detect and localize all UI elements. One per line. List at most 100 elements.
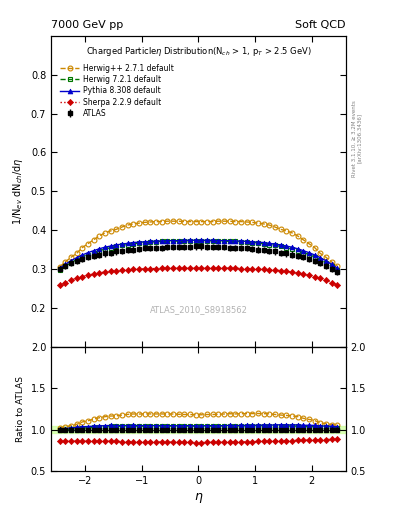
Sherpa 2.2.9 default bbox=[86, 272, 90, 279]
Herwig 7.2.1 default bbox=[216, 238, 220, 244]
Sherpa 2.2.9 default bbox=[199, 265, 204, 271]
Pythia 8.308 default bbox=[318, 254, 323, 261]
Sherpa 2.2.9 default bbox=[171, 265, 175, 271]
Pythia 8.308 default bbox=[205, 237, 209, 243]
Sherpa 2.2.9 default bbox=[329, 280, 334, 286]
Pythia 8.308 default bbox=[301, 248, 306, 254]
Pythia 8.308 default bbox=[97, 246, 102, 252]
Pythia 8.308 default bbox=[222, 238, 226, 244]
Sherpa 2.2.9 default bbox=[74, 275, 79, 282]
Pythia 8.308 default bbox=[329, 261, 334, 267]
Herwig 7.2.1 default bbox=[329, 263, 334, 269]
Pythia 8.308 default bbox=[125, 240, 130, 246]
Herwig++ 2.7.1 default bbox=[142, 219, 147, 225]
Sherpa 2.2.9 default bbox=[165, 265, 170, 271]
Herwig++ 2.7.1 default bbox=[86, 241, 90, 247]
Herwig 7.2.1 default bbox=[114, 243, 119, 249]
Pythia 8.308 default bbox=[159, 238, 164, 244]
Herwig 7.2.1 default bbox=[278, 243, 283, 249]
Herwig++ 2.7.1 default bbox=[205, 219, 209, 225]
Sherpa 2.2.9 default bbox=[239, 266, 243, 272]
Pythia 8.308 default bbox=[199, 237, 204, 243]
Sherpa 2.2.9 default bbox=[187, 265, 192, 271]
Herwig++ 2.7.1 default bbox=[114, 226, 119, 232]
Y-axis label: Ratio to ATLAS: Ratio to ATLAS bbox=[16, 376, 25, 442]
Herwig++ 2.7.1 default bbox=[171, 218, 175, 224]
Sherpa 2.2.9 default bbox=[176, 265, 181, 271]
Pythia 8.308 default bbox=[267, 240, 272, 246]
Pythia 8.308 default bbox=[244, 238, 249, 244]
Herwig++ 2.7.1 default bbox=[261, 221, 266, 227]
Sherpa 2.2.9 default bbox=[216, 265, 220, 271]
Sherpa 2.2.9 default bbox=[210, 265, 215, 271]
Herwig++ 2.7.1 default bbox=[233, 219, 238, 225]
Herwig++ 2.7.1 default bbox=[210, 219, 215, 225]
Herwig 7.2.1 default bbox=[119, 242, 124, 248]
Herwig 7.2.1 default bbox=[318, 257, 323, 263]
Herwig 7.2.1 default bbox=[335, 267, 340, 273]
Sherpa 2.2.9 default bbox=[131, 266, 136, 272]
Herwig 7.2.1 default bbox=[68, 260, 73, 266]
Herwig 7.2.1 default bbox=[176, 238, 181, 244]
Herwig 7.2.1 default bbox=[239, 239, 243, 245]
Sherpa 2.2.9 default bbox=[318, 275, 323, 282]
Sherpa 2.2.9 default bbox=[244, 266, 249, 272]
Herwig 7.2.1 default bbox=[97, 248, 102, 254]
Pythia 8.308 default bbox=[187, 237, 192, 243]
Herwig++ 2.7.1 default bbox=[239, 219, 243, 225]
Herwig 7.2.1 default bbox=[182, 238, 187, 244]
Text: Soft QCD: Soft QCD bbox=[296, 19, 346, 30]
Pythia 8.308 default bbox=[307, 249, 311, 255]
Pythia 8.308 default bbox=[261, 240, 266, 246]
Herwig 7.2.1 default bbox=[137, 240, 141, 246]
Herwig++ 2.7.1 default bbox=[222, 218, 226, 224]
Pythia 8.308 default bbox=[284, 243, 289, 249]
Herwig 7.2.1 default bbox=[222, 238, 226, 244]
Herwig 7.2.1 default bbox=[193, 238, 198, 244]
Line: Herwig++ 2.7.1 default: Herwig++ 2.7.1 default bbox=[57, 219, 340, 269]
Sherpa 2.2.9 default bbox=[335, 282, 340, 288]
Pythia 8.308 default bbox=[103, 244, 107, 250]
Herwig 7.2.1 default bbox=[125, 242, 130, 248]
Sherpa 2.2.9 default bbox=[125, 267, 130, 273]
Herwig++ 2.7.1 default bbox=[312, 245, 317, 251]
Text: ATLAS_2010_S8918562: ATLAS_2010_S8918562 bbox=[149, 305, 248, 314]
Pythia 8.308 default bbox=[154, 238, 158, 244]
Herwig++ 2.7.1 default bbox=[187, 219, 192, 225]
Herwig++ 2.7.1 default bbox=[154, 219, 158, 225]
Herwig 7.2.1 default bbox=[295, 248, 300, 254]
Pythia 8.308 default bbox=[108, 243, 113, 249]
Sherpa 2.2.9 default bbox=[119, 267, 124, 273]
Sherpa 2.2.9 default bbox=[68, 277, 73, 283]
Herwig 7.2.1 default bbox=[261, 241, 266, 247]
Sherpa 2.2.9 default bbox=[137, 266, 141, 272]
Herwig++ 2.7.1 default bbox=[199, 219, 204, 225]
Sherpa 2.2.9 default bbox=[250, 266, 255, 272]
Sherpa 2.2.9 default bbox=[108, 268, 113, 274]
Herwig 7.2.1 default bbox=[91, 249, 96, 255]
Sherpa 2.2.9 default bbox=[324, 277, 329, 283]
Pythia 8.308 default bbox=[86, 249, 90, 255]
Sherpa 2.2.9 default bbox=[273, 267, 277, 273]
Pythia 8.308 default bbox=[91, 248, 96, 254]
Herwig++ 2.7.1 default bbox=[324, 254, 329, 261]
Pythia 8.308 default bbox=[148, 238, 152, 244]
Herwig++ 2.7.1 default bbox=[68, 254, 73, 261]
Herwig++ 2.7.1 default bbox=[335, 263, 340, 269]
Pythia 8.308 default bbox=[312, 252, 317, 258]
Herwig++ 2.7.1 default bbox=[278, 226, 283, 232]
Pythia 8.308 default bbox=[324, 258, 329, 264]
Herwig++ 2.7.1 default bbox=[255, 220, 260, 226]
Sherpa 2.2.9 default bbox=[114, 267, 119, 273]
Sherpa 2.2.9 default bbox=[227, 265, 232, 271]
Herwig 7.2.1 default bbox=[307, 251, 311, 258]
Pythia 8.308 default bbox=[239, 238, 243, 244]
Pythia 8.308 default bbox=[114, 242, 119, 248]
Line: Herwig 7.2.1 default: Herwig 7.2.1 default bbox=[57, 238, 340, 272]
Sherpa 2.2.9 default bbox=[142, 266, 147, 272]
Sherpa 2.2.9 default bbox=[290, 269, 294, 275]
Herwig++ 2.7.1 default bbox=[131, 221, 136, 227]
Herwig++ 2.7.1 default bbox=[318, 250, 323, 257]
Herwig++ 2.7.1 default bbox=[91, 237, 96, 243]
Herwig 7.2.1 default bbox=[205, 238, 209, 244]
